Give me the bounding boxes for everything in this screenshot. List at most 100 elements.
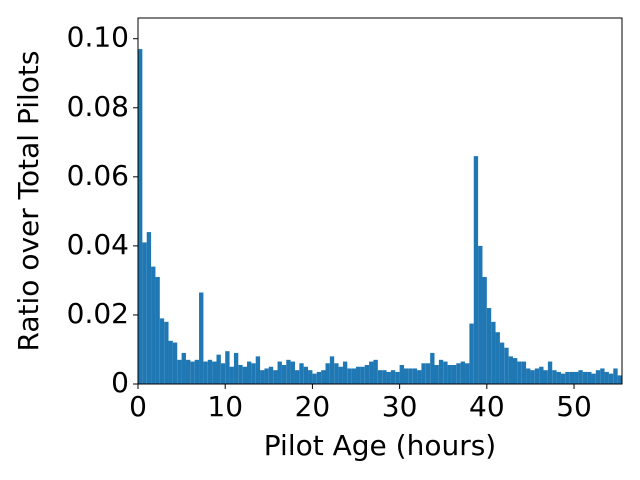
bar: [425, 363, 431, 384]
bar: [456, 363, 461, 384]
bar: [281, 365, 287, 384]
bar: [220, 363, 226, 384]
bar: [325, 363, 330, 384]
y-tick-label: 0.02: [67, 297, 129, 330]
bar: [290, 361, 295, 384]
bar: [534, 368, 540, 384]
bar: [142, 242, 147, 384]
bar: [268, 366, 274, 384]
bar: [447, 365, 452, 384]
bar: [600, 368, 605, 384]
bar: [168, 340, 173, 384]
y-tick-label: 0.08: [67, 90, 129, 123]
bar: [151, 266, 156, 384]
y-tick-label: 0.10: [67, 21, 129, 54]
bar: [177, 359, 182, 384]
bar: [543, 370, 548, 384]
bar: [277, 361, 282, 384]
y-axis-label: Ratio over Total Pilots: [12, 51, 45, 352]
bar: [421, 363, 426, 384]
y-tick-label: 0: [111, 366, 129, 399]
bar: [569, 371, 575, 384]
bar: [547, 361, 553, 384]
bar: [316, 371, 322, 384]
bar: [465, 363, 470, 384]
bar: [512, 358, 518, 384]
bar: [613, 368, 618, 384]
bar: [229, 366, 234, 384]
x-tick-label: 10: [207, 390, 243, 423]
bar: [225, 351, 230, 384]
x-tick-label: 50: [556, 390, 592, 423]
bar: [469, 323, 474, 384]
bar: [312, 373, 317, 384]
bar: [356, 366, 361, 384]
bar: [251, 363, 256, 384]
bar: [207, 359, 213, 384]
bar: [473, 156, 479, 384]
bar: [185, 359, 191, 384]
bar: [508, 356, 513, 384]
bar: [591, 373, 596, 384]
bar: [412, 368, 418, 384]
bar: [517, 361, 522, 384]
x-tick-label: 20: [295, 390, 331, 423]
bar: [238, 365, 243, 384]
bar: [190, 361, 195, 384]
bar: [308, 370, 313, 384]
bar: [264, 368, 269, 384]
bar: [565, 371, 570, 384]
bar: [443, 361, 448, 384]
bar: [604, 371, 609, 384]
bar: [408, 368, 413, 384]
y-tick-label: 0.04: [67, 228, 129, 261]
bar: [430, 352, 435, 384]
bar: [460, 361, 466, 384]
bar: [482, 276, 487, 384]
bar: [342, 361, 348, 384]
bar: [172, 342, 178, 384]
bar: [578, 370, 583, 384]
bar: [574, 371, 579, 384]
plot-frame: [137, 17, 623, 385]
bar: [395, 371, 400, 384]
bar: [233, 352, 239, 384]
bar: [491, 321, 496, 384]
bar: [369, 361, 374, 384]
bar: [351, 368, 357, 384]
bar: [338, 366, 343, 384]
bar: [294, 370, 300, 384]
bar: [303, 366, 309, 384]
x-axis-label: Pilot Age (hours): [264, 429, 496, 462]
bar: [155, 276, 160, 384]
bar: [347, 368, 352, 384]
bar: [146, 232, 152, 384]
bar: [286, 359, 291, 384]
bar: [382, 370, 387, 384]
x-tick-label: 0: [129, 390, 147, 423]
bar: [486, 308, 492, 384]
bar: [403, 368, 409, 384]
bar: [582, 371, 588, 384]
bar: [560, 373, 566, 384]
bar: [360, 366, 365, 384]
bar: [364, 365, 370, 384]
bar: [499, 342, 505, 384]
bar: [273, 370, 278, 384]
bar: [377, 370, 383, 384]
bar: [321, 370, 326, 384]
bar: [438, 359, 444, 384]
x-tick-label: 30: [382, 390, 418, 423]
bar: [255, 356, 261, 384]
bar: [216, 354, 221, 384]
bar: [299, 363, 304, 384]
bar: [530, 370, 535, 384]
bar: [556, 371, 561, 384]
bar: [334, 363, 339, 384]
bar: [138, 49, 143, 384]
bar: [164, 321, 169, 384]
bar: [386, 371, 391, 384]
bar: [159, 318, 165, 384]
bar: [260, 370, 265, 384]
